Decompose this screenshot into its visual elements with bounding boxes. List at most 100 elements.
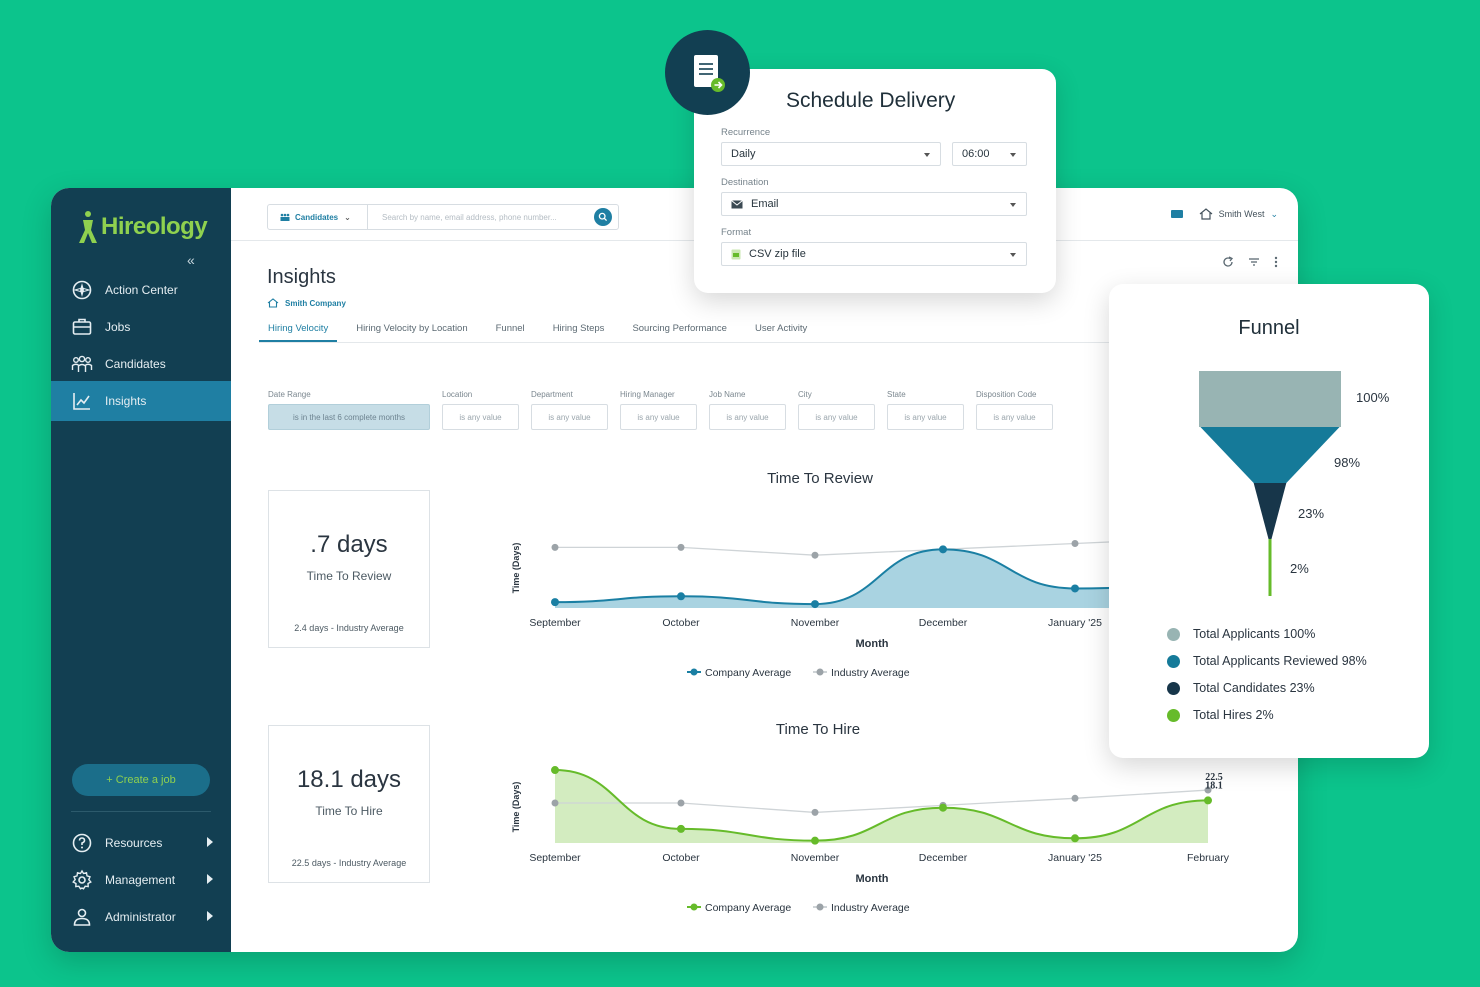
search-input[interactable]: Search by name, email address, phone num… xyxy=(382,212,557,222)
stat-industry-average: 2.4 days - Industry Average xyxy=(294,623,404,633)
chart-title-review: Time To Review xyxy=(767,470,873,487)
filter-date-range-input[interactable]: is in the last 6 complete months xyxy=(268,404,430,430)
tab-hiring-velocity[interactable]: Hiring Velocity xyxy=(259,318,338,342)
x-tick-label: December xyxy=(919,852,968,864)
industry-average-point-january-25 xyxy=(1071,794,1079,802)
search-button[interactable] xyxy=(594,208,612,226)
legend-dot xyxy=(1167,708,1180,722)
legend-label: Total Applicants Reviewed 98% xyxy=(1193,654,1367,668)
filter-label: Hiring Manager xyxy=(620,390,675,399)
home-icon xyxy=(267,298,279,308)
user-icon xyxy=(73,908,91,926)
filter-job-name-input[interactable]: is any value xyxy=(709,404,786,430)
sidebar-item-jobs[interactable]: Jobs xyxy=(51,307,231,347)
funnel-stage-candidates xyxy=(1253,483,1287,539)
schedule-title: Schedule Delivery xyxy=(786,89,956,112)
filter-city-input[interactable]: is any value xyxy=(798,404,875,430)
legend-company-label: Company Average xyxy=(705,902,791,914)
top-right-controls: Smith West ⌄ xyxy=(1170,208,1278,220)
sidebar-item-resources[interactable]: Resources xyxy=(51,823,231,863)
collapse-sidebar-icon[interactable]: « xyxy=(187,252,195,268)
sidebar-item-management[interactable]: Management xyxy=(51,860,231,900)
funnel-label-applicants: 100% xyxy=(1356,390,1390,405)
y-axis-label: Time (Days) xyxy=(511,782,521,833)
location-selector[interactable]: Smith West xyxy=(1218,209,1265,219)
tab-hiring-steps[interactable]: Hiring Steps xyxy=(552,323,605,334)
x-tick-label: September xyxy=(529,852,581,864)
stat-label: Time To Review xyxy=(306,569,392,583)
destination-select[interactable]: Email xyxy=(721,192,1027,216)
funnel-chart: 100% 98% 23% 2% xyxy=(1199,371,1390,596)
time-select[interactable]: 06:00 xyxy=(952,142,1027,166)
legend-company-swatch xyxy=(690,668,698,676)
filter-label: Job Name xyxy=(709,390,746,399)
company-average-point-november xyxy=(811,836,819,845)
gear-icon xyxy=(72,869,92,890)
sidebar: Hireology « Action Center Jobs xyxy=(51,188,231,952)
recurrence-select[interactable]: Daily xyxy=(721,142,941,166)
stat-value: 18.1 days xyxy=(296,766,402,793)
legend-dot xyxy=(1167,627,1180,641)
app-window: Hireology « Action Center Jobs xyxy=(51,188,1298,952)
funnel-legend-item: Total Candidates 23% xyxy=(1167,681,1315,695)
sidebar-item-candidates[interactable]: Candidates xyxy=(51,344,231,384)
breadcrumb-company: Smith Company xyxy=(285,298,346,308)
legend-industry-swatch xyxy=(816,903,824,911)
filter-label: Date Range xyxy=(268,390,311,399)
format-select[interactable]: CSV zip file xyxy=(721,242,1027,266)
x-axis-label: Month xyxy=(856,638,889,650)
chevron-right-icon xyxy=(207,874,213,884)
breadcrumb[interactable]: Smith Company xyxy=(267,298,346,308)
funnel-legend-item: Total Hires 2% xyxy=(1167,708,1274,722)
refresh-icon[interactable] xyxy=(1222,256,1234,268)
data-label-industry: 22.5 xyxy=(1205,772,1223,783)
more-vertical-icon[interactable] xyxy=(1274,256,1278,268)
data-label-company: 18.1 xyxy=(1205,780,1223,791)
sidebar-item-label: Jobs xyxy=(105,320,131,334)
time-to-review-card: .7 days Time To Review 2.4 days - Indust… xyxy=(268,490,430,648)
envelope-icon xyxy=(731,199,743,209)
tab-funnel[interactable]: Funnel xyxy=(495,323,525,334)
filter-department-input[interactable]: is any value xyxy=(531,404,608,430)
filter-icon[interactable] xyxy=(1248,256,1260,268)
funnel-label-hires: 2% xyxy=(1290,561,1309,576)
sidebar-item-label: Candidates xyxy=(105,357,166,371)
notification-icon[interactable] xyxy=(1170,210,1183,218)
recurrence-value: Daily xyxy=(731,148,756,160)
filter-disposition-code: Disposition Code is any value xyxy=(976,390,1053,430)
legend-label: Total Hires 2% xyxy=(1193,708,1274,722)
stat-industry-average: 22.5 days - Industry Average xyxy=(291,858,407,868)
sidebar-item-administrator[interactable]: Administrator xyxy=(51,897,231,937)
legend-industry-swatch xyxy=(816,668,824,676)
company-average-point-february xyxy=(1204,796,1212,805)
search-scope-dropdown[interactable]: Candidates ⌄ xyxy=(268,205,368,229)
search-bar: Candidates ⌄ Search by name, email addre… xyxy=(267,204,619,230)
tab-user-activity[interactable]: User Activity xyxy=(754,323,808,334)
filter-location-input[interactable]: is any value xyxy=(442,404,519,430)
company-average-line xyxy=(554,769,1209,842)
sidebar-item-action-center[interactable]: Action Center xyxy=(51,270,231,310)
company-average-area xyxy=(555,549,1208,608)
sidebar-item-label: Management xyxy=(105,873,176,887)
tab-sourcing-performance[interactable]: Sourcing Performance xyxy=(632,323,727,334)
hireology-logo[interactable]: Hireology xyxy=(77,210,208,244)
chevron-down-icon[interactable]: ⌄ xyxy=(1270,208,1278,219)
company-average-point-november xyxy=(811,600,819,609)
x-tick-label: October xyxy=(662,617,700,629)
sidebar-item-insights[interactable]: Insights xyxy=(51,381,231,421)
tab-hiring-velocity-by-location[interactable]: Hiring Velocity by Location xyxy=(356,323,468,334)
x-tick-label: November xyxy=(791,852,840,864)
company-average-point-january-25 xyxy=(1071,834,1079,843)
create-job-button[interactable]: + Create a job xyxy=(72,764,210,796)
x-tick-label: January '25 xyxy=(1048,617,1102,629)
caret-down-icon xyxy=(1010,153,1016,157)
filter-state: State is any value xyxy=(887,390,964,430)
filter-disposition-code-input[interactable]: is any value xyxy=(976,404,1053,430)
filter-hiring-manager-input[interactable]: is any value xyxy=(620,404,697,430)
funnel-label-candidates: 23% xyxy=(1298,506,1324,521)
funnel-stage-hires xyxy=(1268,539,1272,596)
filter-label: Location xyxy=(442,390,473,399)
filter-state-input[interactable]: is any value xyxy=(887,404,964,430)
spreadsheet-file-icon xyxy=(731,249,741,260)
time-to-hire-chart: Time (Days) 22.518.1 September October Novem… xyxy=(511,766,1230,914)
